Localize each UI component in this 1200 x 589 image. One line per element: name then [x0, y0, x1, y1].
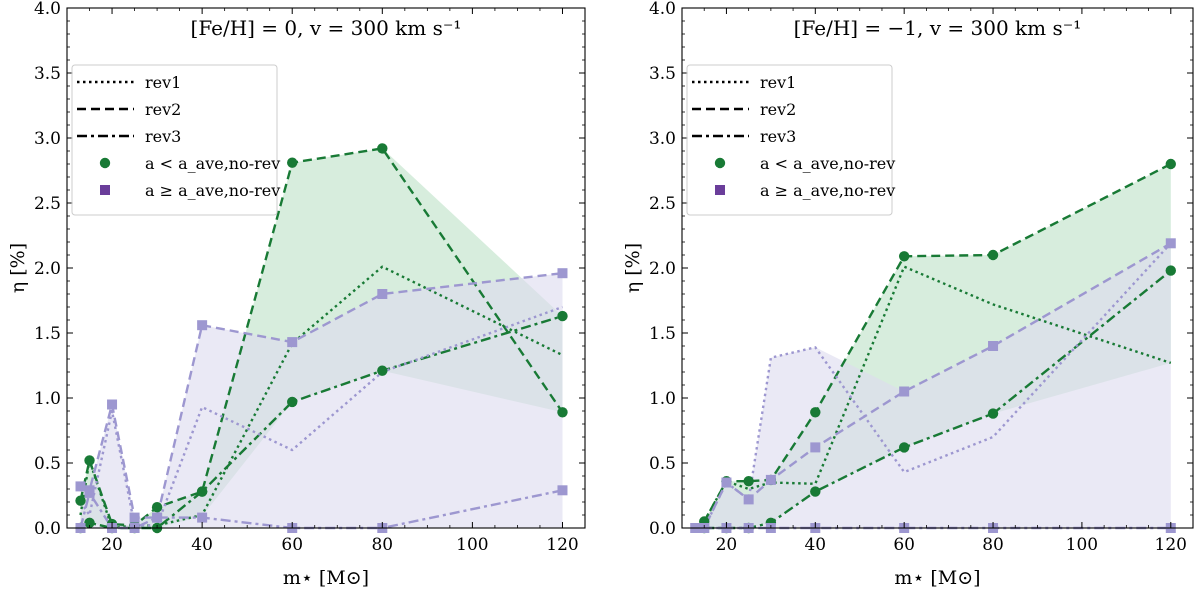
- legend-label: a < a_ave,no-rev: [145, 154, 280, 173]
- data-point: [810, 442, 821, 453]
- y-tick-label: 2.5: [34, 194, 61, 214]
- legend-marker-circle: [99, 157, 111, 169]
- chart-panel-2: 0.0 0.5 1.0 1.5 2.0 2.5 3.0 3.5 4.0 20 40 60 80 100 12…: [622, 0, 1194, 589]
- y-tick-label: 3.5: [34, 64, 61, 84]
- data-point: [1165, 265, 1176, 276]
- data-point: [107, 399, 118, 410]
- x-axis-label: m⋆ [M⊙]: [894, 567, 980, 589]
- y-tick-label: 1.5: [34, 324, 61, 344]
- data-point: [899, 386, 910, 397]
- y-tick-label: 3.0: [34, 129, 61, 149]
- data-point: [84, 487, 95, 498]
- x-tick-label: 120: [546, 535, 578, 555]
- series-line-5: [80, 272, 563, 519]
- legend-label: a ≥ a_ave,no-rev: [760, 181, 895, 200]
- x-tick-label: 100: [456, 535, 488, 555]
- data-point: [129, 512, 140, 523]
- y-tick-label: 3.0: [649, 129, 676, 149]
- x-tick-label: 80: [982, 535, 1004, 555]
- data-point: [152, 512, 163, 523]
- y-tick-label: 2.5: [649, 194, 676, 214]
- y-tick-label: 4.0: [649, 0, 676, 19]
- data-point: [721, 477, 732, 488]
- x-tick-label: 60: [893, 535, 915, 555]
- y-tick-label: 2.0: [34, 259, 61, 279]
- y-tick-label: 3.5: [649, 64, 676, 84]
- x-axis-label: m⋆ [M⊙]: [283, 567, 369, 589]
- data-point: [557, 310, 568, 322]
- y-tick-label: 0.5: [649, 454, 676, 474]
- legend-label: a < a_ave,no-rev: [760, 154, 895, 173]
- y-tick-label: 4.0: [34, 0, 61, 19]
- legend-label: rev2: [145, 100, 181, 119]
- x-tick-label: 120: [1155, 535, 1187, 555]
- data-point: [377, 365, 388, 376]
- data-point: [743, 494, 754, 505]
- y-tick-label: 0.5: [34, 454, 61, 474]
- x-tick-label: 80: [371, 535, 393, 555]
- x-tick-label: 100: [1066, 535, 1098, 555]
- data-point: [988, 341, 999, 351]
- data-point: [84, 455, 95, 466]
- y-tick-label: 1.0: [649, 389, 676, 409]
- data-point: [197, 320, 208, 331]
- legend-box: [686, 64, 893, 216]
- x-tick-label: 20: [101, 535, 123, 555]
- y-axis-label: η [%]: [622, 243, 644, 293]
- data-point: [1165, 158, 1176, 170]
- y-axis-label: η [%]: [7, 243, 29, 293]
- chart-title: [Fe/H] = −1, v = 300 km s⁻¹: [794, 16, 1082, 40]
- data-point: [377, 143, 388, 154]
- legend-marker-square: [100, 185, 110, 195]
- data-point: [287, 157, 298, 168]
- data-point: [377, 289, 388, 299]
- legend-label: rev3: [760, 127, 796, 146]
- data-point: [765, 474, 776, 485]
- data-point: [75, 495, 86, 506]
- data-point: [287, 396, 298, 408]
- series-line-4: [695, 242, 1172, 530]
- legend-label: rev2: [760, 100, 796, 119]
- legend-label: rev1: [760, 73, 796, 92]
- data-point: [287, 337, 298, 348]
- data-point: [810, 407, 821, 418]
- x-tick-label: 40: [191, 535, 213, 555]
- chart-panel-1: 0.0 0.5 1.0 1.5 2.0 2.5 3.0 3.5 4.0 20 40 60 80 100 12…: [7, 0, 586, 589]
- data-point: [84, 517, 95, 528]
- x-tick-label: 20: [716, 535, 738, 555]
- data-point: [898, 251, 910, 262]
- band-purple: [695, 243, 1171, 529]
- data-point: [987, 408, 999, 419]
- chart-title: [Fe/H] = 0, v = 300 km s⁻¹: [191, 16, 462, 40]
- data-point: [557, 485, 568, 496]
- data-point: [810, 486, 821, 497]
- data-point: [557, 407, 568, 418]
- legend-label: rev3: [145, 127, 181, 146]
- data-point: [743, 476, 754, 487]
- data-point: [75, 481, 86, 492]
- y-tick-label: 0.0: [649, 519, 676, 539]
- legend-label: a ≥ a_ave,no-rev: [145, 181, 280, 200]
- data-point: [557, 268, 568, 279]
- data-point: [898, 442, 910, 453]
- y-tick-label: 2.0: [649, 259, 676, 279]
- y-tick-label: 1.0: [34, 389, 61, 409]
- x-tick-label: 40: [804, 535, 826, 555]
- data-point: [151, 502, 163, 513]
- legend-marker-circle: [714, 157, 726, 169]
- data-point: [197, 512, 208, 523]
- legend-marker-square: [715, 185, 725, 195]
- band-purple: [80, 273, 563, 528]
- y-tick-label: 1.5: [649, 324, 676, 344]
- data-point: [1165, 238, 1176, 249]
- x-tick-label: 60: [281, 535, 303, 555]
- data-point: [196, 486, 208, 497]
- legend-label: rev1: [145, 73, 181, 92]
- data-point: [987, 249, 999, 261]
- y-tick-label: 0.0: [34, 519, 61, 539]
- legend-box: [71, 64, 278, 216]
